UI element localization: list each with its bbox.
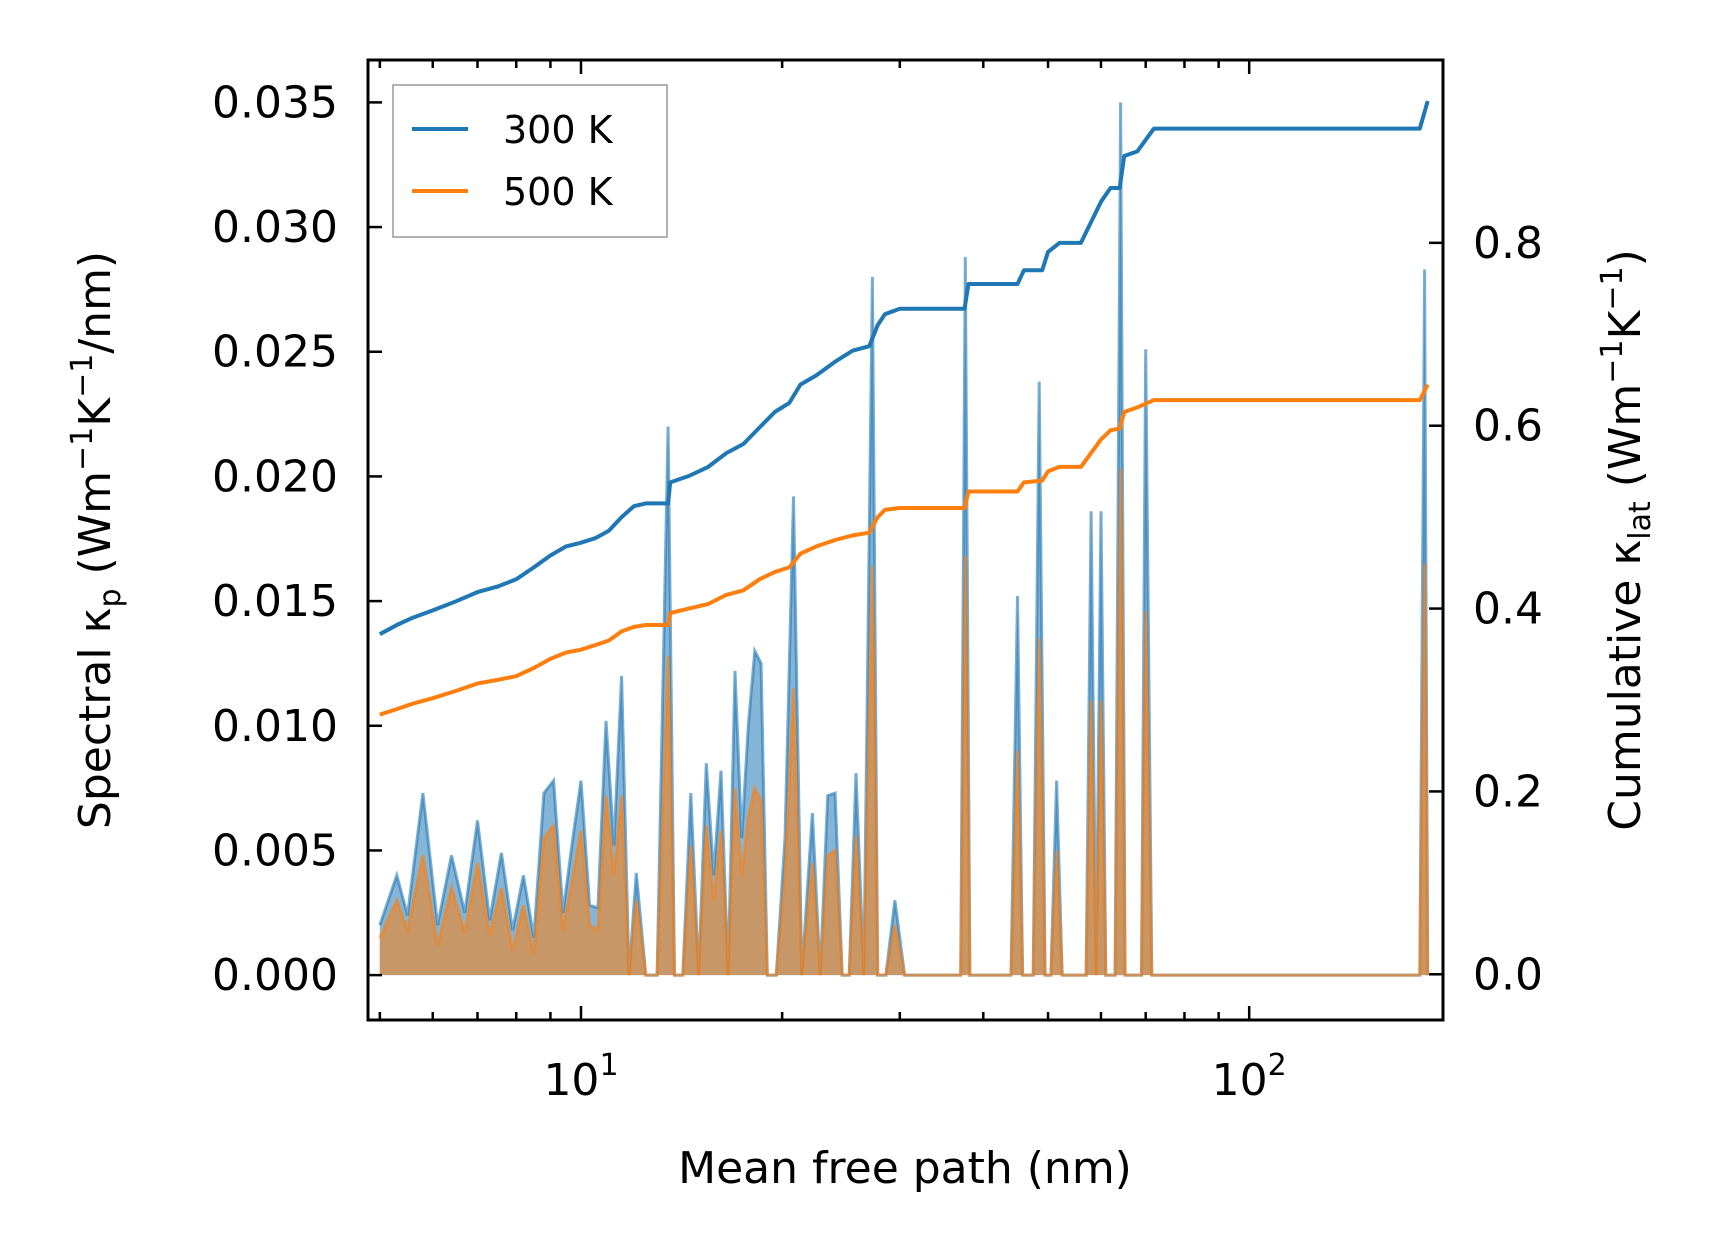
right-tick-label: 0.4	[1473, 584, 1543, 635]
left-tick-label: 0.005	[212, 825, 338, 876]
plot-frame	[366, 58, 1445, 1022]
left-tick-label: 0.015	[212, 576, 338, 627]
right-tick-label: 0.8	[1473, 218, 1543, 269]
left-tick-label: 0.000	[212, 950, 338, 1001]
spectral-line-1	[378, 468, 1430, 977]
cumulative-line-0	[378, 100, 1430, 636]
right-tick-label: 0.6	[1473, 401, 1543, 452]
left-tick-label: 0.025	[212, 327, 338, 378]
left-tick-label: 0.020	[212, 451, 338, 502]
right-tick-label: 0.0	[1473, 949, 1543, 1000]
x-tick-label: 101	[543, 1048, 618, 1106]
series-line-group	[378, 100, 1430, 717]
left-tick-label: 0.035	[212, 77, 338, 128]
left-tick-label: 0.030	[212, 202, 338, 253]
legend: 300 K 500 K	[392, 84, 668, 238]
tick-group: 0.000 0.005 0.010 0.015 0.020 0.025 0.030 0.035…	[212, 60, 1543, 1106]
x-axis-title: Mean free path (nm)	[678, 1143, 1132, 1194]
cumulative-line-1	[379, 383, 1430, 717]
x-tick-label: 102	[1212, 1048, 1287, 1106]
right-axis-title: Cumulative κlat (Wm−1K−1)	[1595, 249, 1658, 831]
left-axis-title: Spectral κp (Wm−1K−1/nm)	[65, 251, 128, 829]
right-tick-label: 0.2	[1473, 766, 1543, 817]
left-tick-label: 0.010	[212, 701, 338, 752]
spectral-fill-group	[378, 102, 1430, 977]
legend-label-300k: 300 K	[503, 108, 614, 152]
legend-box	[392, 84, 668, 238]
spectral-area-1	[379, 468, 1428, 976]
legend-label-500k: 500 K	[503, 170, 614, 214]
